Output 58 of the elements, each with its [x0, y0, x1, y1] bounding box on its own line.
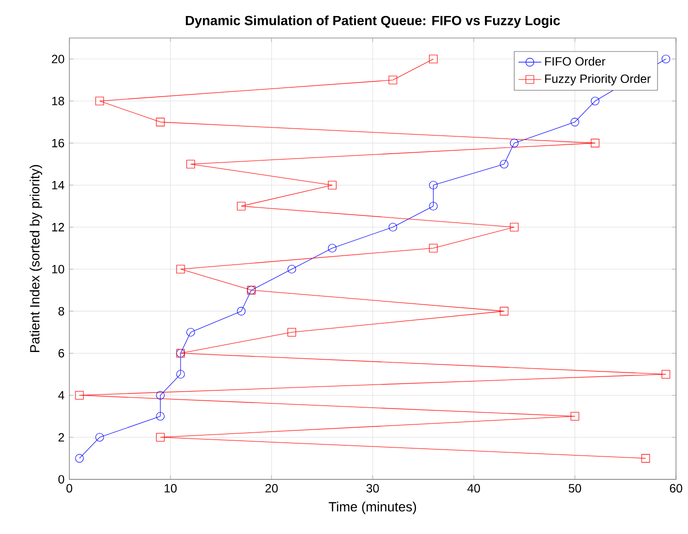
- point: [186, 160, 195, 168]
- point: [75, 390, 84, 400]
- point: [590, 96, 600, 106]
- point: [95, 433, 104, 442]
- point: [288, 328, 296, 336]
- x-tick-label: 10: [164, 484, 177, 493]
- point: [388, 222, 398, 232]
- point: [429, 244, 438, 252]
- y-tick-label: 4: [58, 391, 64, 400]
- x-tick-label: 20: [265, 484, 278, 493]
- y-axis-title: Patient Index (sorted by priority): [30, 165, 42, 352]
- point: [500, 306, 508, 316]
- point: [328, 244, 336, 252]
- point: [176, 370, 185, 379]
- point: [186, 328, 195, 336]
- point: [388, 76, 398, 84]
- y-tick-label: 16: [52, 138, 64, 148]
- point: [95, 96, 104, 106]
- point: [156, 118, 165, 126]
- point: [288, 264, 296, 274]
- point: [429, 180, 438, 190]
- legend-label: Fuzzy Priority Order: [545, 74, 651, 86]
- point: [75, 454, 84, 463]
- y-tick-label: 8: [58, 306, 64, 316]
- x-tick-label: 30: [366, 484, 379, 493]
- point: [429, 54, 438, 64]
- legend-label: FIFO Order: [545, 56, 606, 66]
- y-tick-label: 18: [52, 96, 64, 106]
- point: [156, 433, 165, 442]
- point: [570, 412, 580, 421]
- point: [328, 180, 336, 190]
- point: [236, 202, 246, 210]
- point: [662, 54, 670, 64]
- x-tick-label: 60: [670, 484, 682, 493]
- x-tick-label: 0: [66, 484, 72, 493]
- point: [510, 222, 518, 232]
- point: [176, 264, 185, 274]
- y-tick-label: 12: [52, 222, 64, 232]
- y-tick-label: 20: [52, 54, 64, 64]
- y-tick-label: 0: [58, 475, 64, 484]
- y-tick-label: 10: [52, 264, 64, 274]
- point: [156, 412, 165, 421]
- y-tick-label: 2: [58, 433, 64, 442]
- point: [641, 454, 650, 463]
- point: [236, 306, 246, 316]
- point: [570, 118, 580, 126]
- point: [500, 160, 508, 168]
- point: [510, 138, 518, 148]
- x-axis-title: Time (minutes): [328, 502, 416, 514]
- point: [156, 390, 165, 400]
- y-tick-label: 14: [52, 180, 64, 190]
- chart-title: Dynamic Simulation of Patient Queue: FIFO vs Fuzzy Logic: [186, 15, 560, 28]
- y-tick-label: 6: [58, 348, 64, 358]
- point: [590, 138, 600, 148]
- x-tick-label: 50: [568, 484, 582, 493]
- x-tick-label: 40: [467, 484, 480, 493]
- point: [429, 202, 438, 210]
- point: [662, 370, 670, 379]
